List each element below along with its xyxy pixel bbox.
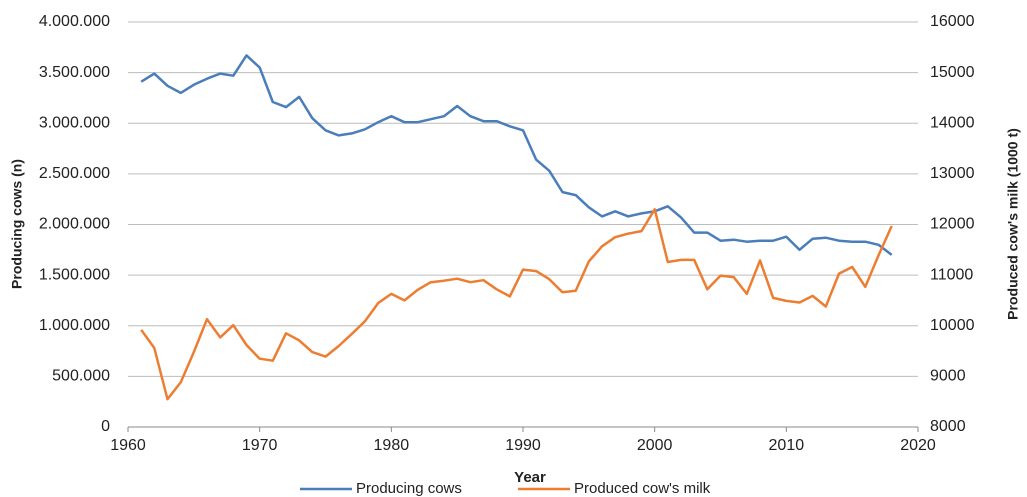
y-tick-label: 3.500.000 [39,64,110,81]
y2-tick-label: 16000 [930,13,975,30]
legend-label: Producing cows [356,480,462,497]
y-tick-label: 0 [101,418,110,435]
x-tick-label: 2020 [900,437,936,454]
y2-tick-label: 12000 [930,216,975,233]
y2-axis-title: Produced cow's milk (1000 t) [1005,128,1021,320]
x-tick-label: 1980 [374,437,410,454]
series-line [140,54,893,256]
x-tick-label: 2010 [769,437,805,454]
y2-tick-label: 9000 [930,368,966,385]
y-tick-label: 4.000.000 [39,13,110,30]
series-line [140,208,893,401]
y2-tick-label: 11000 [930,266,973,283]
y2-tick-label: 8000 [930,418,966,435]
y-axis-title: Producing cows (n) [9,159,25,289]
y-tick-label: 3.000.000 [39,114,110,131]
y-tick-label: 500.000 [52,368,110,385]
y-tick-label: 2.500.000 [39,165,110,182]
y2-tick-label: 10000 [930,317,975,334]
y2-tick-label: 15000 [930,64,975,81]
x-tick-label: 1990 [505,437,541,454]
y-tick-label: 1.500.000 [39,266,110,283]
x-axis-title: Year [514,469,546,486]
y2-tick-label: 13000 [930,165,975,182]
y2-tick-label: 14000 [930,114,975,131]
y-tick-label: 1.000.000 [39,317,110,334]
x-tick-label: 1970 [242,437,278,454]
x-tick-label: 1960 [110,437,146,454]
y-tick-label: 2.000.000 [39,216,110,233]
legend-label: Produced cow's milk [574,480,711,497]
x-tick-label: 2000 [637,437,673,454]
